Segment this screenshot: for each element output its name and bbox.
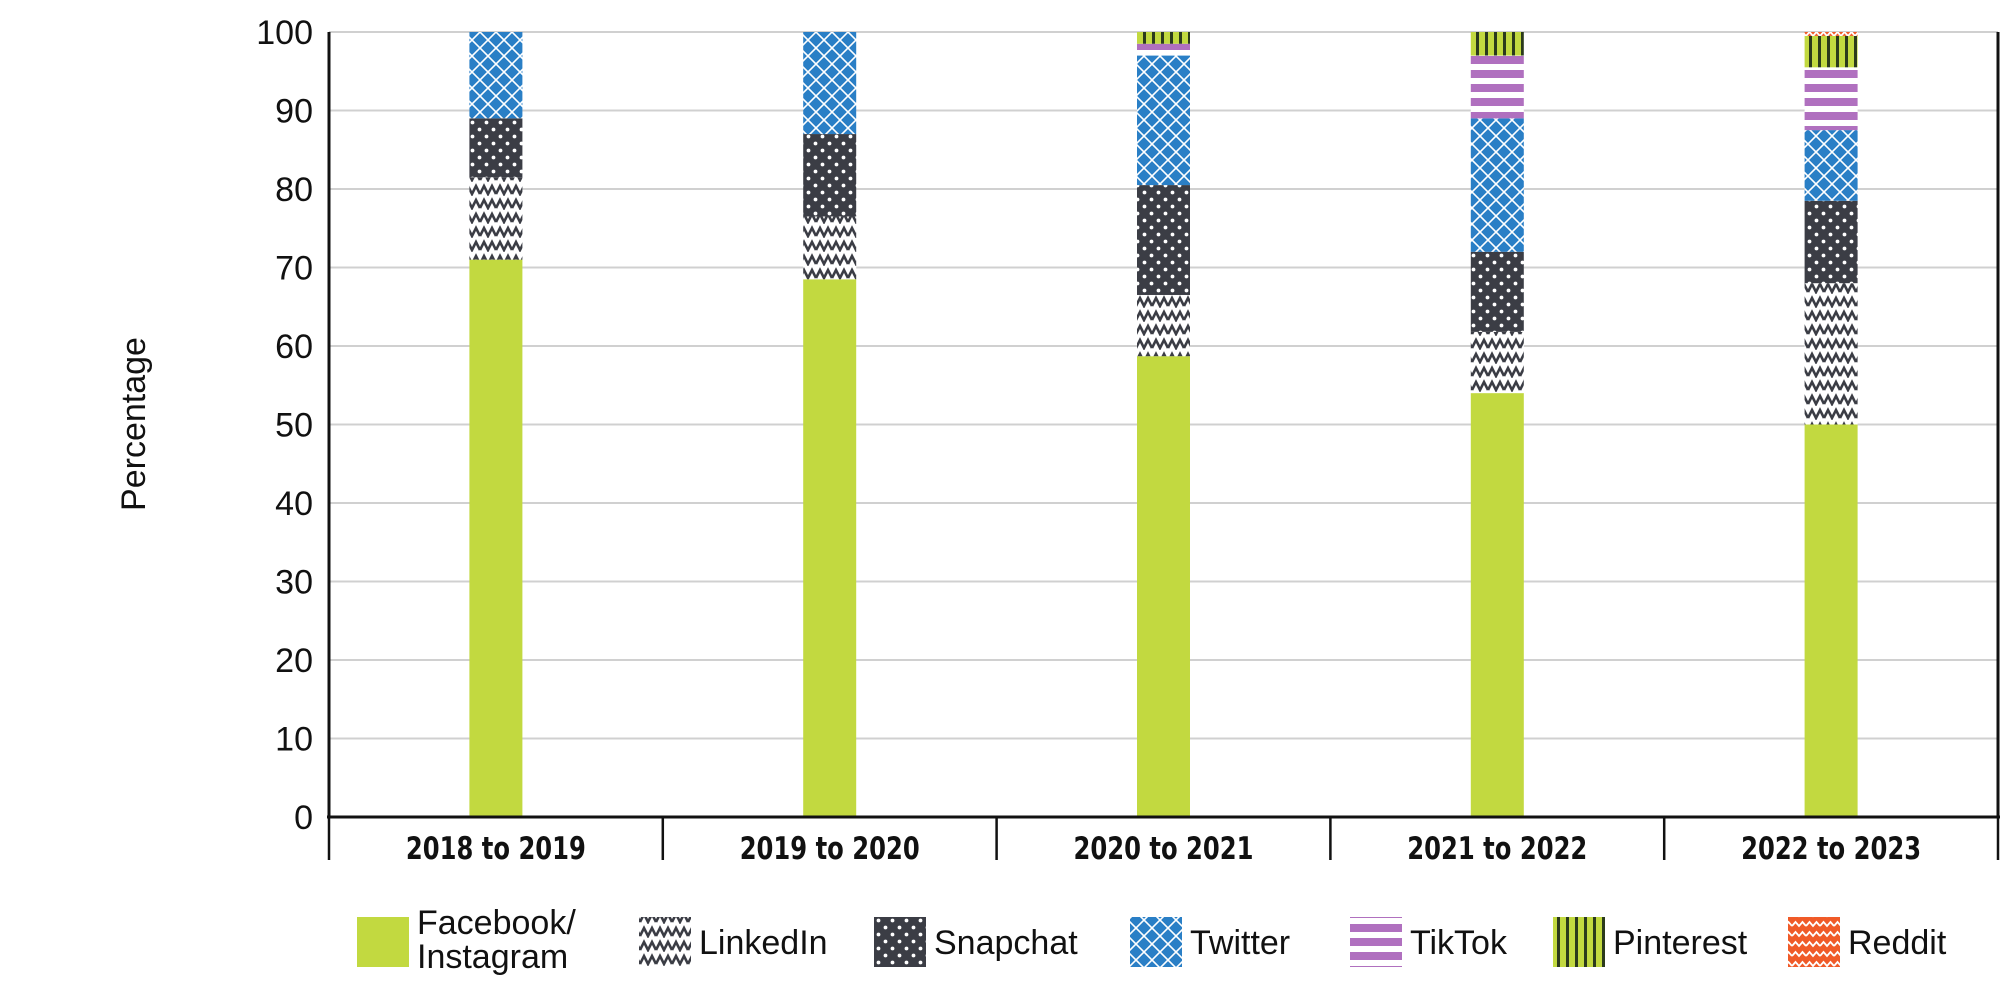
bar-segment-facebook xyxy=(803,279,857,817)
legend-swatch xyxy=(1788,917,1840,967)
legend-label: Pinterest xyxy=(1613,924,1748,962)
legend-swatch xyxy=(1553,917,1605,967)
y-tick-label: 0 xyxy=(294,799,313,837)
legend-item: Facebook/Instagram xyxy=(357,904,576,976)
bar-segment-facebook xyxy=(469,259,523,817)
bar-segment-linkedin xyxy=(469,177,523,260)
x-category-label: 2020 to 2021 xyxy=(1074,831,1254,867)
x-category-label: 2018 to 2019 xyxy=(406,831,586,867)
y-tick-label: 20 xyxy=(275,642,313,680)
bar-segment-snapchat xyxy=(469,118,523,178)
y-tick-label: 10 xyxy=(275,721,313,759)
legend-label: Twitter xyxy=(1190,924,1290,962)
bar-segment-snapchat xyxy=(1804,200,1858,284)
legend-label: Instagram xyxy=(417,938,568,976)
bar-segment-pinterest xyxy=(1137,32,1190,44)
y-axis-tick-labels: 0 10 20 30 40 50 60 70 80 90 100 xyxy=(256,14,313,837)
y-tick-label: 90 xyxy=(275,93,313,131)
y-axis-title: Percentage xyxy=(115,337,153,511)
legend-item: Reddit xyxy=(1788,917,1947,967)
bar-segment-snapchat xyxy=(1470,251,1524,332)
legend-label: Reddit xyxy=(1848,924,1947,962)
legend-label: Snapchat xyxy=(934,924,1078,962)
legend-label: TikTok xyxy=(1410,924,1508,962)
bar-segment-linkedin xyxy=(1137,294,1190,357)
y-tick-label: 100 xyxy=(256,14,313,52)
legend-swatch xyxy=(639,917,691,967)
legend: Facebook/Instagram LinkedIn Snapchat Twitte… xyxy=(357,904,1947,976)
y-tick-label: 80 xyxy=(275,171,313,209)
bar-segment-linkedin xyxy=(1804,283,1858,425)
bar-segment-twitter xyxy=(469,32,523,119)
category-separators xyxy=(327,817,2000,860)
legend-label: LinkedIn xyxy=(699,924,828,962)
bar-segment-linkedin xyxy=(803,216,857,280)
legend-label: Facebook/ xyxy=(417,904,576,942)
bar-segment-tiktok xyxy=(1470,55,1524,119)
bar-segment-twitter xyxy=(1804,130,1858,201)
axes xyxy=(327,32,2000,819)
bar-segment-twitter xyxy=(1470,118,1524,252)
bar-segment-facebook xyxy=(1804,424,1858,817)
bar-segment-snapchat xyxy=(1137,185,1190,295)
bar-segment-pinterest xyxy=(1804,35,1858,68)
bar-segment-linkedin xyxy=(1470,331,1524,394)
x-category-label: 2022 to 2023 xyxy=(1741,831,1921,867)
legend-item: TikTok xyxy=(1350,917,1508,967)
legend-item: Twitter xyxy=(1130,917,1290,967)
bar-segment-tiktok xyxy=(1137,43,1190,56)
x-category-label: 2019 to 2020 xyxy=(740,831,920,867)
bar-segment-twitter xyxy=(1137,55,1190,186)
y-tick-label: 50 xyxy=(275,407,313,445)
y-tick-label: 70 xyxy=(275,250,313,288)
legend-swatch xyxy=(1130,917,1182,967)
bar-segment-facebook xyxy=(1137,356,1190,817)
x-category-label: 2021 to 2022 xyxy=(1407,831,1587,867)
legend-swatch xyxy=(357,917,409,967)
legend-swatch xyxy=(874,917,926,967)
bar-segment-facebook xyxy=(1470,393,1524,817)
bar-segment-tiktok xyxy=(1804,67,1858,131)
legend-item: Pinterest xyxy=(1553,917,1748,967)
legend-item: LinkedIn xyxy=(639,917,828,967)
bar-segment-snapchat xyxy=(803,134,857,217)
bar-segment-reddit xyxy=(1804,32,1858,36)
bar-segment-twitter xyxy=(803,32,857,135)
legend-swatch xyxy=(1350,917,1402,967)
bar-segment-pinterest xyxy=(1470,32,1524,56)
x-axis-category-labels: 2018 to 2019 2019 to 2020 2020 to 2021 2021… xyxy=(406,831,1921,867)
y-tick-label: 60 xyxy=(275,328,313,366)
y-tick-label: 30 xyxy=(275,564,313,602)
legend-item: Snapchat xyxy=(874,917,1078,967)
bars xyxy=(469,32,1858,817)
y-tick-label: 40 xyxy=(275,485,313,523)
